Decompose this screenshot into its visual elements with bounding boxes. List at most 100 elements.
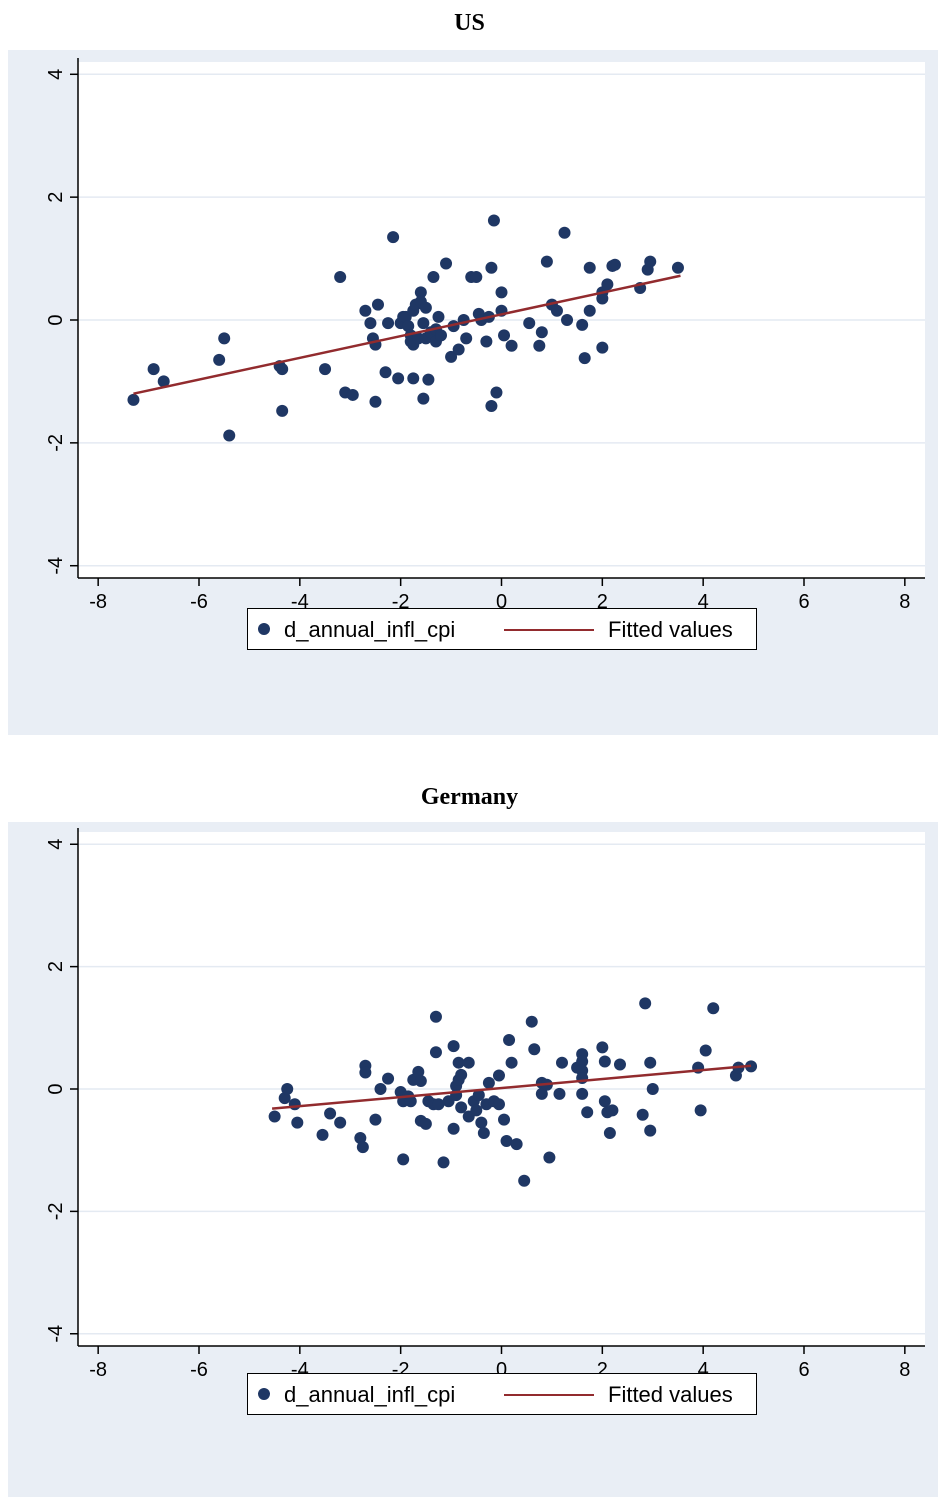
data-point <box>281 1083 294 1095</box>
data-point <box>278 1092 291 1105</box>
legend-label-scatter: d_annual_infl_cpi <box>284 617 456 642</box>
data-point <box>543 1151 556 1164</box>
data-point <box>561 314 574 326</box>
x-tick-label: 4 <box>698 1359 709 1381</box>
data-point <box>417 317 430 330</box>
data-point <box>576 1087 589 1100</box>
legend-label-fit: Fitted values <box>608 617 733 642</box>
data-point <box>503 1034 516 1047</box>
data-point <box>417 392 430 405</box>
data-point <box>382 1072 395 1085</box>
data-point <box>334 1116 347 1129</box>
data-point <box>402 320 415 333</box>
x-tick-label: 2 <box>597 591 608 613</box>
data-point <box>699 1044 712 1057</box>
data-point <box>601 278 614 291</box>
data-point <box>477 1127 490 1140</box>
data-point <box>533 339 546 352</box>
data-point <box>535 326 548 339</box>
data-point <box>596 341 609 354</box>
data-point <box>319 363 332 376</box>
data-point <box>374 1083 387 1095</box>
x-tick-label: -6 <box>190 591 208 613</box>
x-tick-label: 6 <box>798 591 809 613</box>
x-tick-label: 0 <box>496 1359 507 1381</box>
data-point <box>492 1069 505 1082</box>
data-point <box>392 372 405 385</box>
data-point <box>581 1106 594 1119</box>
data-point <box>437 1156 450 1169</box>
legend-marker-dot <box>258 1388 270 1400</box>
data-point <box>470 1104 483 1117</box>
data-point <box>535 1087 548 1100</box>
data-point <box>500 1135 513 1148</box>
data-point <box>525 1015 538 1028</box>
legend-marker-line <box>504 1394 594 1396</box>
x-tick-label: 4 <box>698 591 709 613</box>
data-point <box>671 261 684 274</box>
y-tick-label: 4 <box>45 69 67 80</box>
y-tick-label: -2 <box>45 434 67 452</box>
data-point <box>460 332 473 345</box>
data-point <box>324 1107 337 1120</box>
data-point <box>429 1010 442 1023</box>
y-tick-label: 2 <box>45 961 67 972</box>
y-tick-label: 2 <box>45 192 67 203</box>
data-point <box>518 1174 531 1187</box>
data-point <box>505 1056 518 1069</box>
data-point <box>596 292 609 305</box>
x-tick-label: 8 <box>899 1359 910 1381</box>
data-point <box>505 339 518 352</box>
y-tick-label: 4 <box>45 839 67 850</box>
data-point <box>387 231 400 244</box>
data-point <box>369 395 382 408</box>
data-point <box>316 1128 329 1141</box>
data-point <box>440 257 453 270</box>
data-point <box>412 1065 425 1078</box>
x-tick-label: 0 <box>496 591 507 613</box>
data-point <box>644 1124 657 1137</box>
data-point <box>455 1101 468 1114</box>
data-point <box>452 1056 465 1069</box>
chart-title: US <box>454 10 485 36</box>
legend-marker-dot <box>258 623 270 635</box>
data-point <box>447 1040 460 1053</box>
data-point <box>558 226 571 239</box>
data-point <box>268 1110 281 1123</box>
data-point <box>404 1095 417 1108</box>
data-point <box>694 1104 707 1117</box>
data-point <box>498 329 511 342</box>
data-point <box>576 318 589 331</box>
data-point <box>447 1122 460 1135</box>
data-point <box>707 1002 720 1015</box>
data-point <box>354 1131 367 1144</box>
data-point <box>364 317 377 330</box>
data-point <box>523 317 536 330</box>
data-point <box>414 286 427 299</box>
data-point <box>429 1046 442 1059</box>
data-point <box>644 1056 657 1069</box>
fitted-line <box>133 274 681 395</box>
data-point <box>414 1075 427 1088</box>
data-point <box>482 1076 495 1089</box>
data-point <box>462 1056 475 1069</box>
data-point <box>583 304 596 317</box>
data-point <box>218 332 231 345</box>
data-point <box>540 255 553 268</box>
data-point <box>583 261 596 274</box>
data-point <box>419 301 432 314</box>
data-point <box>379 366 392 379</box>
y-tick-label: 0 <box>45 1083 67 1094</box>
data-point <box>356 1141 369 1154</box>
data-point <box>276 404 289 417</box>
data-point <box>291 1116 304 1129</box>
x-tick-label: -6 <box>190 1359 208 1381</box>
data-point <box>432 1098 445 1111</box>
legend-marker-line <box>504 629 594 631</box>
data-point <box>369 1113 382 1126</box>
data-point <box>157 375 170 388</box>
data-point <box>397 1153 410 1166</box>
data-point <box>636 1108 649 1121</box>
data-point <box>472 1089 485 1102</box>
